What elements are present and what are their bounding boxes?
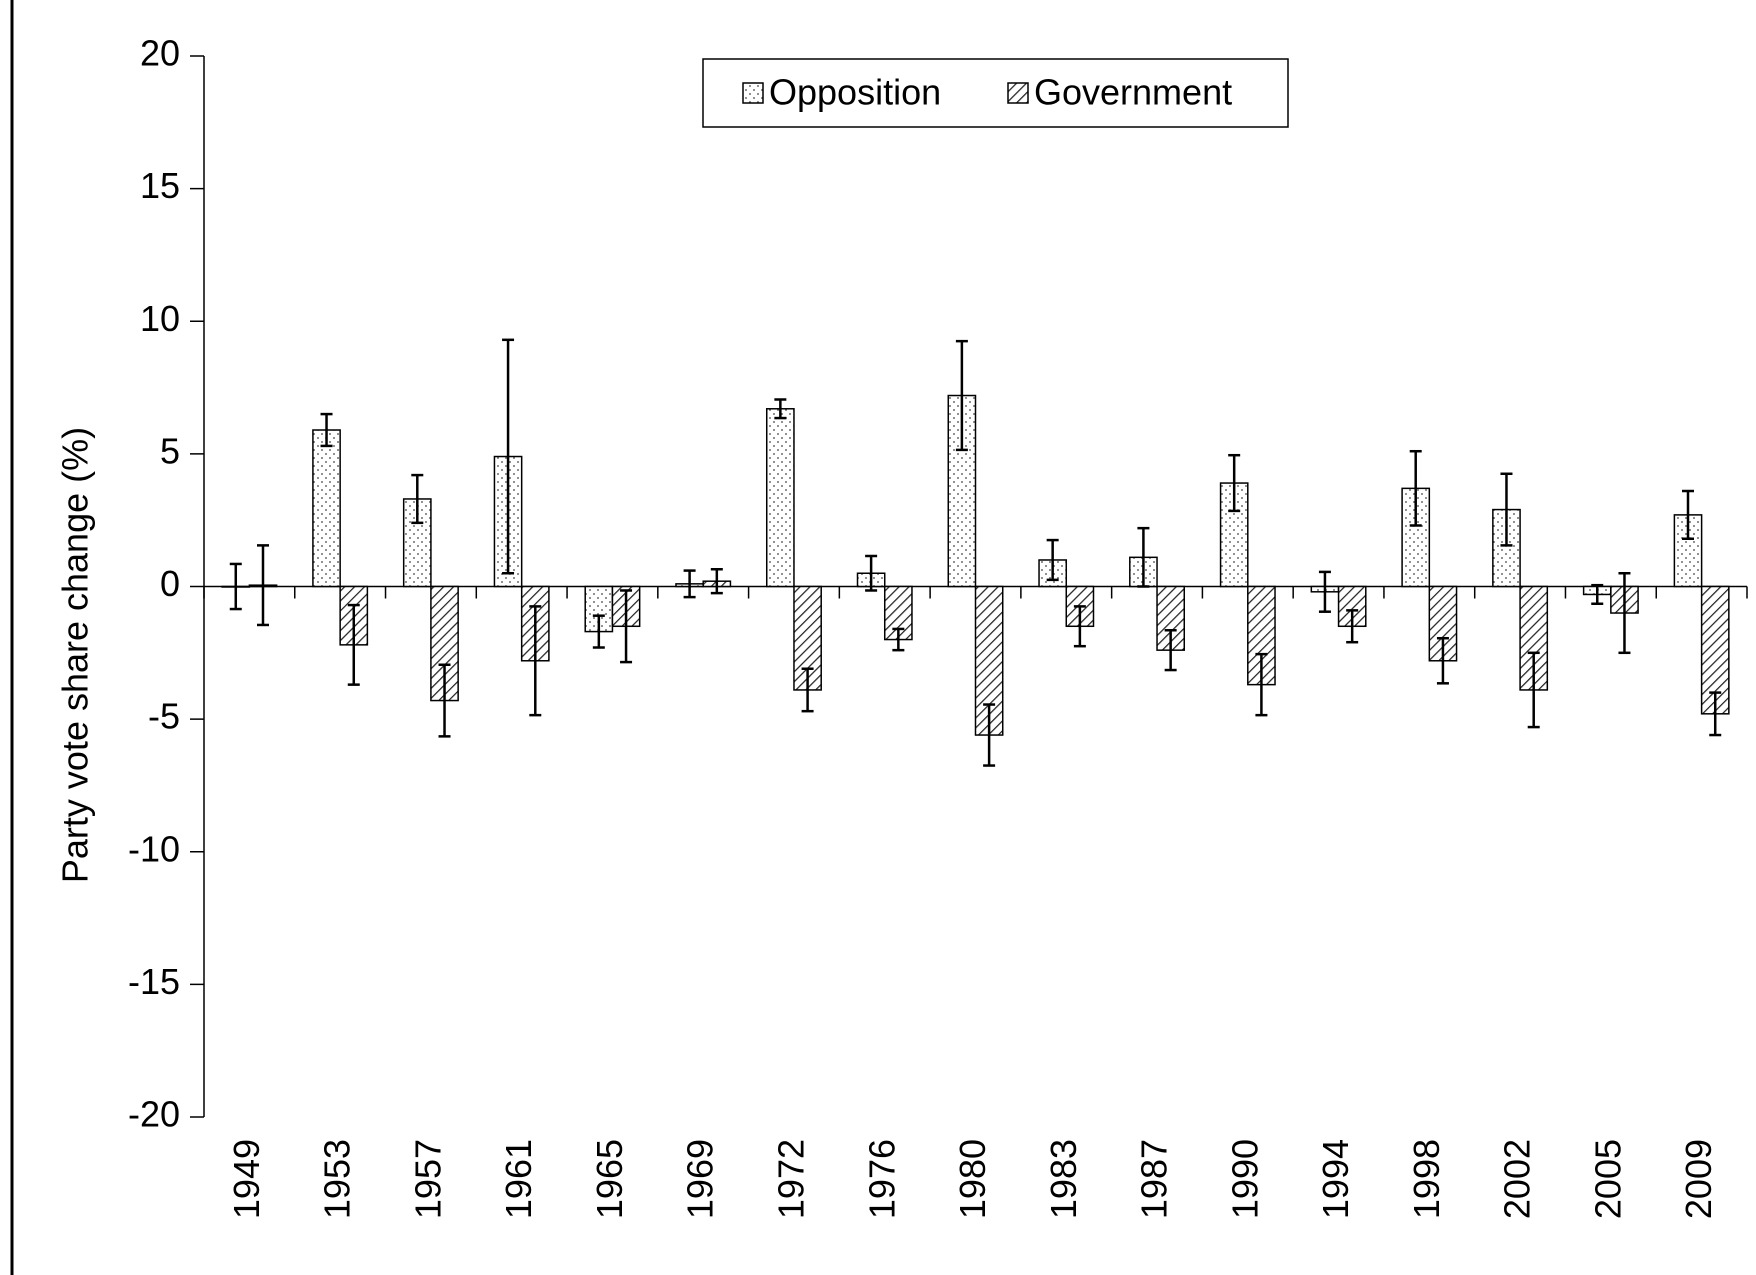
error-bar bbox=[1500, 472, 1513, 547]
x-tick-label: 1998 bbox=[1406, 1139, 1447, 1219]
error-bar bbox=[502, 338, 515, 575]
error-bar bbox=[865, 554, 878, 592]
error-bar bbox=[411, 473, 424, 525]
x-tick-label: 2005 bbox=[1587, 1139, 1628, 1219]
bar bbox=[1219, 482, 1249, 588]
error-bar bbox=[892, 627, 905, 652]
error-bar bbox=[983, 703, 996, 767]
x-tick-label: 2002 bbox=[1497, 1139, 1538, 1219]
x-tick-label: 1957 bbox=[407, 1139, 448, 1219]
x-tick-label: 1994 bbox=[1315, 1139, 1356, 1219]
legend-label: Opposition bbox=[769, 72, 941, 113]
bar bbox=[974, 585, 1004, 736]
error-bar bbox=[529, 605, 542, 717]
error-bar bbox=[1682, 489, 1695, 541]
error-bar bbox=[1436, 636, 1449, 685]
error-bar bbox=[1046, 538, 1059, 582]
error-bar bbox=[256, 544, 269, 627]
y-tick-label: 15 bbox=[140, 165, 180, 206]
x-tick-label: 1983 bbox=[1043, 1139, 1084, 1219]
legend-swatch bbox=[1007, 82, 1029, 104]
bar bbox=[793, 585, 822, 691]
legend-label: Government bbox=[1034, 72, 1232, 113]
x-tick-label: 1961 bbox=[498, 1139, 539, 1219]
y-tick-label: -10 bbox=[128, 828, 180, 869]
error-bar bbox=[229, 562, 242, 611]
x-tick-label: 1965 bbox=[589, 1139, 630, 1219]
error-bar bbox=[683, 569, 696, 599]
bar bbox=[765, 408, 795, 588]
error-bar bbox=[774, 398, 787, 420]
error-bar bbox=[620, 589, 633, 664]
y-tick-label: 0 bbox=[160, 563, 180, 604]
error-bar bbox=[710, 568, 723, 595]
error-bar bbox=[1164, 629, 1177, 672]
y-tick-label: 5 bbox=[160, 430, 180, 471]
legend-box bbox=[702, 58, 1289, 128]
error-bar bbox=[347, 603, 360, 686]
x-tick-label: 1949 bbox=[226, 1139, 267, 1219]
x-tick-label: 1976 bbox=[861, 1139, 902, 1219]
error-bar bbox=[801, 667, 814, 713]
y-tick-label: -15 bbox=[128, 961, 180, 1002]
x-tick-label: 1969 bbox=[680, 1139, 721, 1219]
error-bar bbox=[1228, 453, 1241, 513]
error-bar bbox=[1346, 609, 1359, 644]
x-tick-label: 1980 bbox=[952, 1139, 993, 1219]
error-bar bbox=[1073, 605, 1086, 648]
error-bar bbox=[1137, 526, 1150, 588]
x-tick-label: 1990 bbox=[1224, 1139, 1265, 1219]
y-tick-label: -20 bbox=[128, 1094, 180, 1135]
error-bar bbox=[438, 663, 451, 738]
y-tick-label: 10 bbox=[140, 298, 180, 339]
error-bar bbox=[1591, 583, 1604, 605]
x-tick-label: 1987 bbox=[1134, 1139, 1175, 1219]
x-tick-label: 1953 bbox=[317, 1139, 358, 1219]
bar bbox=[312, 429, 341, 588]
error-bar bbox=[320, 412, 333, 448]
error-bar bbox=[1527, 651, 1540, 729]
y-tick-label: 20 bbox=[140, 33, 180, 74]
legend-swatch bbox=[742, 82, 764, 104]
y-tick-label: -5 bbox=[148, 696, 180, 737]
error-bar bbox=[955, 339, 968, 452]
y-axis-label: Party vote share change (%) bbox=[55, 427, 96, 883]
error-bar bbox=[592, 614, 605, 649]
x-tick-label: 2009 bbox=[1678, 1139, 1719, 1219]
error-bar bbox=[1255, 652, 1268, 717]
error-bar bbox=[1318, 570, 1331, 613]
error-bar bbox=[1618, 571, 1631, 655]
error-bar bbox=[1409, 449, 1422, 527]
x-tick-label: 1972 bbox=[770, 1139, 811, 1219]
error-bar bbox=[1709, 691, 1722, 737]
